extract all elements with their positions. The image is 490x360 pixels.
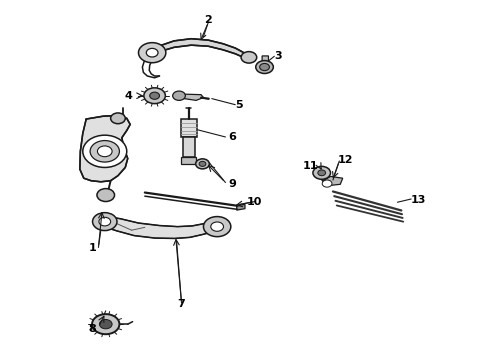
Polygon shape [176,94,203,100]
Text: 3: 3 [274,51,282,61]
Circle shape [139,42,166,63]
Text: 2: 2 [204,15,212,26]
Circle shape [92,314,120,334]
Polygon shape [159,39,247,59]
Text: 4: 4 [125,91,133,101]
Text: 1: 1 [88,243,96,253]
Circle shape [93,213,117,230]
Text: 10: 10 [247,197,263,207]
Polygon shape [237,204,245,210]
Circle shape [241,51,257,63]
Circle shape [211,222,223,231]
Text: 12: 12 [338,155,353,165]
Circle shape [98,146,112,157]
Polygon shape [262,56,269,64]
Circle shape [318,170,326,176]
Polygon shape [180,119,197,137]
Circle shape [260,63,270,71]
Circle shape [99,319,112,329]
Circle shape [313,166,331,179]
Text: 5: 5 [235,100,243,110]
Circle shape [147,48,158,57]
Text: 8: 8 [88,324,96,334]
Polygon shape [80,116,130,182]
Polygon shape [181,157,196,164]
Circle shape [99,217,111,226]
Polygon shape [324,176,343,186]
Circle shape [83,135,127,167]
Circle shape [172,91,185,100]
Circle shape [196,159,209,169]
Polygon shape [183,137,195,157]
Circle shape [199,161,206,166]
Text: 7: 7 [177,299,185,309]
Text: 13: 13 [411,195,426,205]
Circle shape [322,180,332,187]
Text: 9: 9 [228,179,236,189]
Text: 6: 6 [228,132,236,142]
Circle shape [111,113,125,124]
Circle shape [90,140,120,162]
Circle shape [97,189,115,202]
Polygon shape [106,217,212,238]
Circle shape [144,88,165,104]
Circle shape [150,92,159,99]
Circle shape [203,217,231,237]
Text: 11: 11 [303,161,318,171]
Circle shape [256,60,273,73]
